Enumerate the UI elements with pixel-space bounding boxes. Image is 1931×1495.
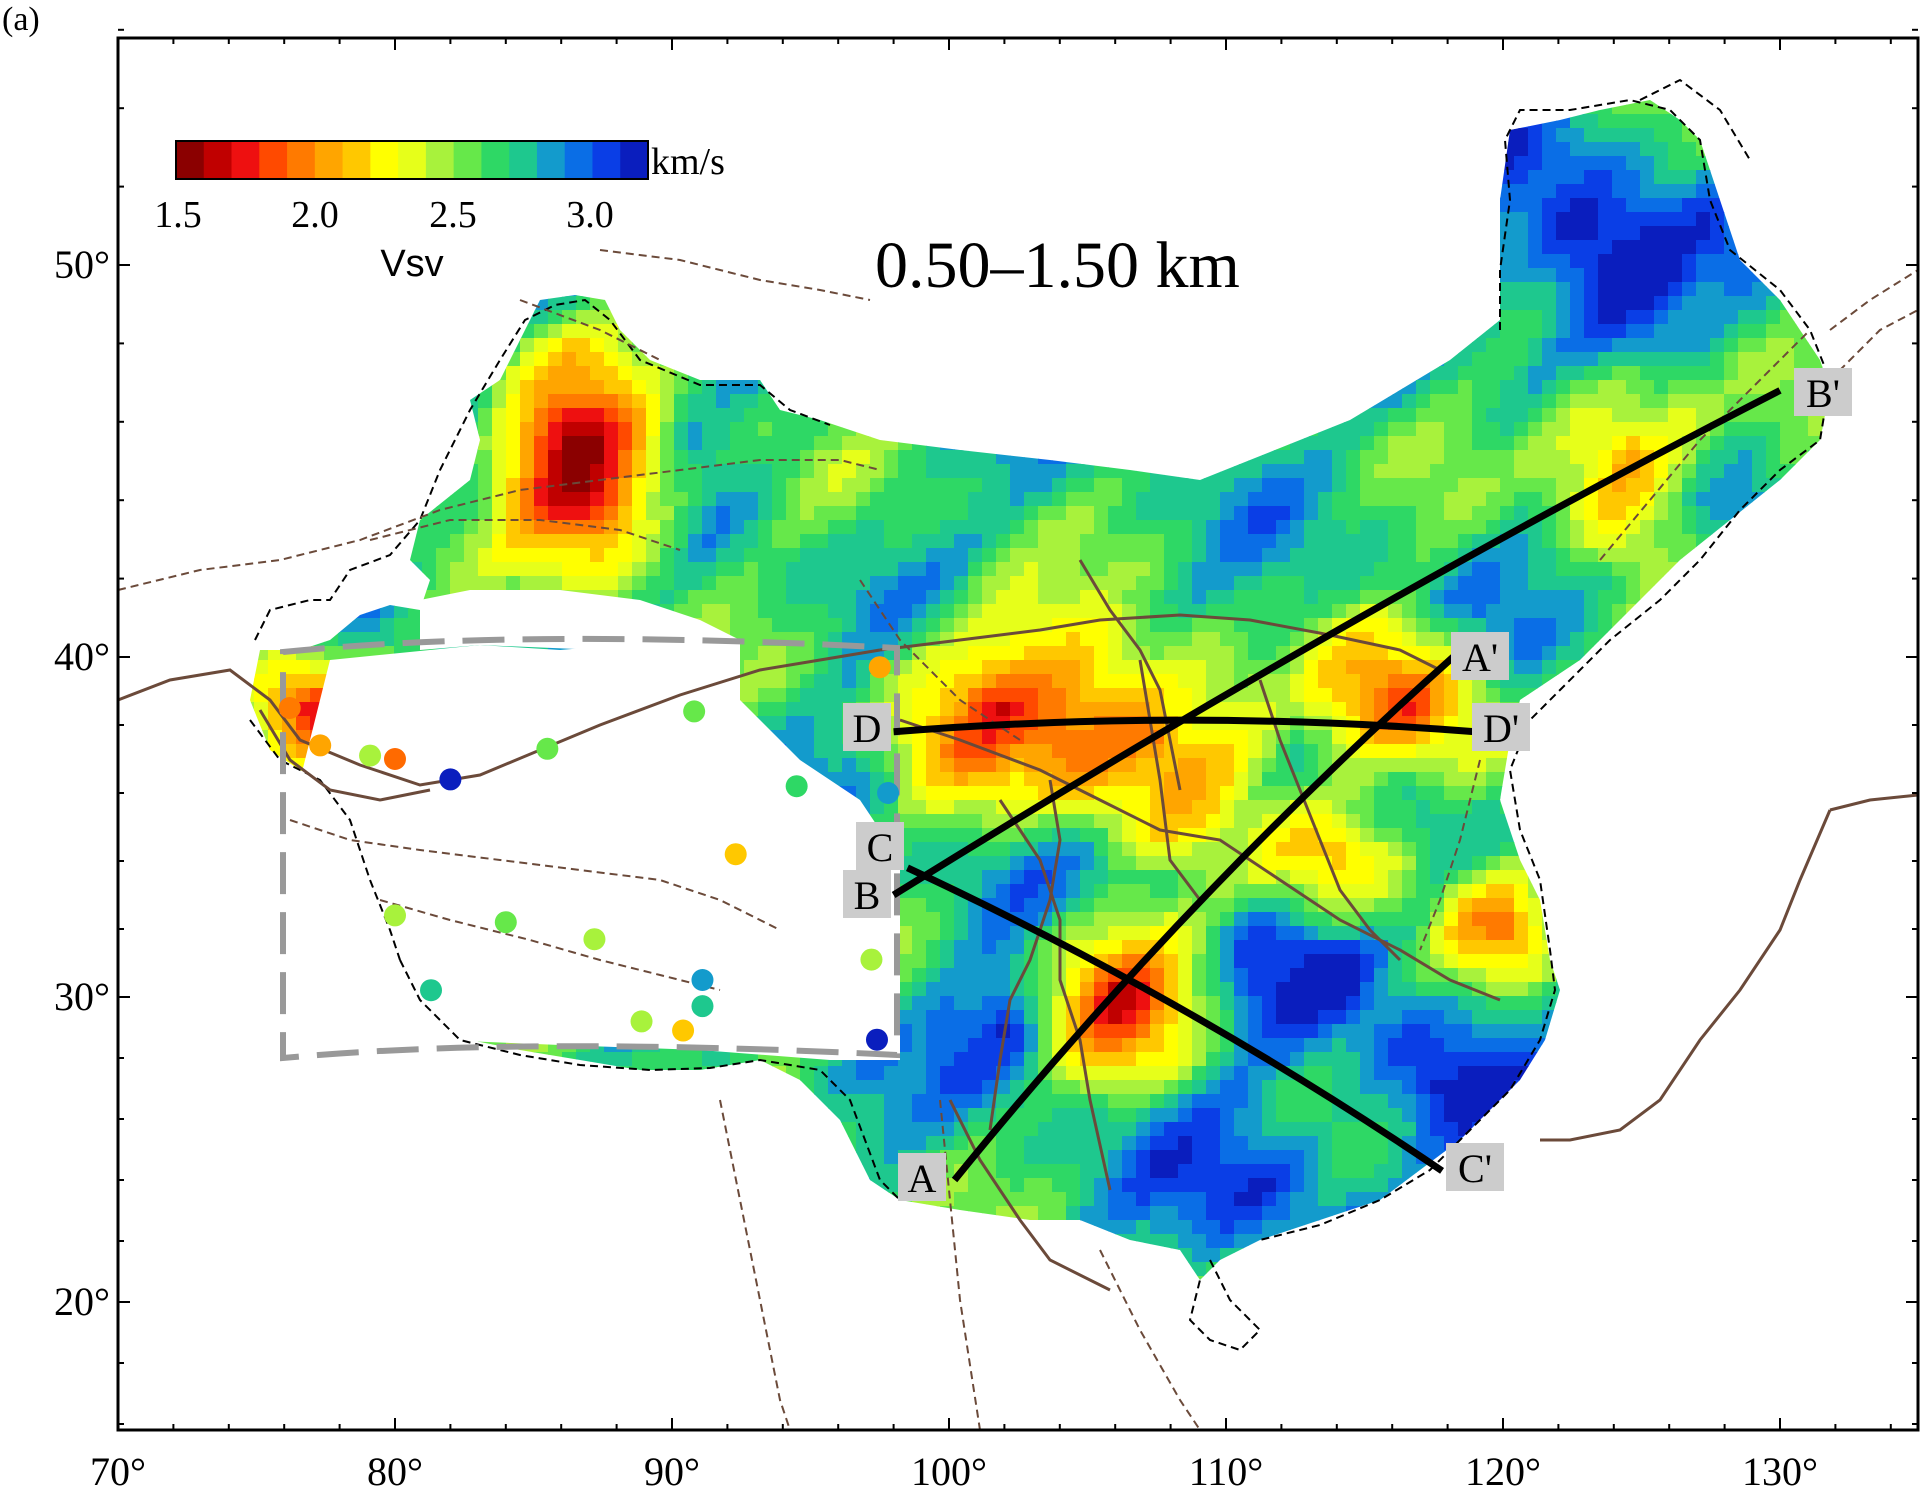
station-marker-19	[860, 948, 883, 971]
station-marker-18	[672, 1019, 695, 1042]
station-marker-15	[691, 969, 714, 991]
x-tick-100: 100°	[911, 1449, 987, 1494]
profile-lines	[891, 387, 1782, 1183]
colorbar-swatch	[398, 141, 427, 179]
station-marker-0	[278, 697, 301, 719]
colorbar-unit: km/s	[651, 141, 725, 183]
label-A-prime: A'	[1462, 635, 1498, 680]
colorbar-swatch	[425, 141, 455, 179]
colorbar-swatch	[342, 141, 371, 179]
station-marker-11	[384, 904, 406, 927]
colorbar-swatch	[231, 141, 260, 179]
colorbar-swatch	[564, 141, 593, 179]
label-C-prime: C'	[1458, 1146, 1492, 1191]
y-tick-20: 20°	[54, 1279, 110, 1324]
colorbar-swatch	[370, 141, 399, 179]
x-tick-120: 120°	[1465, 1449, 1541, 1494]
station-marker-16	[691, 995, 714, 1018]
minor-ticks	[117, 28, 1918, 1430]
tibet-gap	[300, 640, 900, 1060]
profile-line-b	[891, 387, 1782, 898]
colorbar-swatch	[620, 141, 649, 179]
station-marker-3	[384, 748, 406, 770]
profile-line-d	[893, 716, 1476, 736]
colorbar: km/s 1.5 2.0 2.5 3.0 Vsv	[154, 140, 725, 285]
station-marker-5	[536, 737, 559, 760]
colorbar-swatches	[176, 141, 649, 179]
colorbar-tick-2.5: 2.5	[429, 194, 477, 236]
study-region-box	[280, 635, 900, 1062]
colorbar-swatch	[509, 141, 538, 179]
colorbar-swatch	[176, 141, 205, 179]
colorbar-swatch	[536, 141, 566, 179]
station-marker-1	[309, 734, 332, 757]
depth-label: 0.50–1.50 km	[875, 229, 1240, 302]
colorbar-swatch	[481, 141, 510, 179]
map-frame	[116, 36, 1920, 1432]
y-tick-40: 40°	[54, 634, 110, 679]
panel-label: (a)	[2, 1, 40, 38]
colorbar-variable: Vsv	[380, 243, 443, 285]
profile-labels: A A' B B' C C' D D'	[843, 368, 1852, 1201]
label-B: B	[854, 873, 881, 918]
label-D-prime: D'	[1483, 706, 1519, 751]
y-tick-30: 30°	[54, 974, 110, 1019]
fault-lines	[117, 559, 1919, 1292]
y-axis-labels: 50° 40° 30° 20°	[54, 242, 110, 1324]
x-axis-labels: 70° 80° 90° 100° 110° 120° 130°	[90, 1449, 1818, 1494]
station-marker-9	[785, 775, 808, 798]
station-marker-2	[359, 744, 382, 767]
colorbar-tick-3.0: 3.0	[566, 194, 614, 236]
x-tick-90: 90°	[644, 1449, 700, 1494]
station-marker-14	[420, 979, 443, 1002]
colorbar-swatch	[314, 141, 344, 179]
station-marker-8	[877, 782, 900, 804]
station-marker-20	[865, 1028, 888, 1051]
colorbar-swatch	[453, 141, 482, 179]
station-marker-10	[724, 843, 747, 866]
x-tick-70: 70°	[90, 1449, 146, 1494]
station-marker-12	[494, 911, 517, 934]
station-marker-13	[583, 928, 606, 951]
colorbar-swatch	[259, 141, 288, 179]
x-tick-80: 80°	[367, 1449, 423, 1494]
station-marker-4	[439, 768, 462, 791]
station-marker-7	[868, 656, 891, 679]
station-marker-6	[683, 700, 706, 723]
colorbar-swatch	[203, 141, 233, 179]
y-tick-50: 50°	[54, 242, 110, 287]
station-markers	[278, 656, 900, 1051]
x-tick-110: 110°	[1189, 1449, 1264, 1494]
colorbar-tick-1.5: 1.5	[154, 194, 202, 236]
label-A: A	[908, 1156, 937, 1201]
profile-line-c	[905, 864, 1445, 1174]
colorbar-swatch	[592, 141, 621, 179]
x-tick-130: 130°	[1742, 1449, 1818, 1494]
label-B-prime: B'	[1806, 371, 1840, 416]
colorbar-swatch	[287, 141, 316, 179]
border-lines	[249, 78, 1831, 1352]
colorbar-tick-2.0: 2.0	[291, 194, 339, 236]
station-marker-17	[630, 1010, 653, 1033]
label-D: D	[853, 706, 882, 751]
block-boundaries	[117, 249, 1919, 1431]
label-C: C	[867, 825, 894, 870]
